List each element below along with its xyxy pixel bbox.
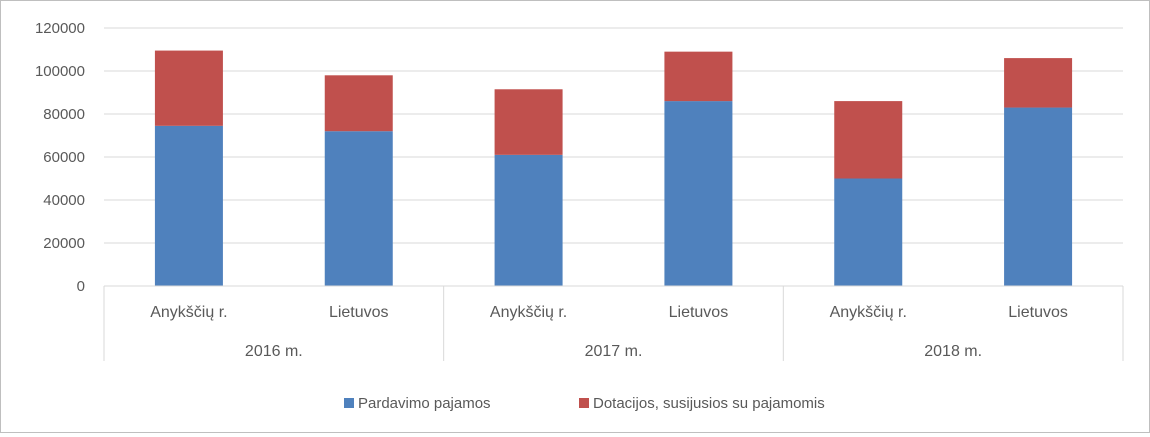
y-tick-label: 40000 xyxy=(43,192,85,209)
x-group-label: 2016 m. xyxy=(245,343,303,360)
bars xyxy=(154,50,1073,286)
y-tick-label: 0 xyxy=(77,278,85,295)
x-tick-label: Anykščių r. xyxy=(490,304,567,321)
y-tick-label: 20000 xyxy=(43,235,85,252)
legend-item-pardavimo-pajamos: Pardavimo pajamos xyxy=(344,395,491,412)
x-group-label: 2017 m. xyxy=(585,343,643,360)
legend: Pardavimo pajamos Dotacijos, susijusios s… xyxy=(344,395,825,412)
legend-swatch xyxy=(344,398,354,408)
bar-pardavimo-pajamos xyxy=(1004,107,1073,286)
bar-pardavimo-pajamos xyxy=(664,101,733,286)
gridlines xyxy=(104,27,1123,244)
x-tick-label: Anykščių r. xyxy=(150,304,227,321)
legend-label: Pardavimo pajamos xyxy=(358,395,491,412)
x-axis: Anykščių r. Lietuvos Anykščių r. Lietuvos An… xyxy=(103,285,1124,361)
legend-label: Dotacijos, susijusios su pajamomis xyxy=(593,395,825,412)
bar-pardavimo-pajamos xyxy=(324,131,393,286)
bar-dotacijos xyxy=(324,75,393,132)
bar-dotacijos xyxy=(154,50,223,126)
bar-pardavimo-pajamos xyxy=(834,178,903,286)
y-tick-label: 120000 xyxy=(35,20,85,37)
y-tick-label: 60000 xyxy=(43,149,85,166)
x-tick-label: Anykščių r. xyxy=(830,304,907,321)
legend-swatch xyxy=(579,398,589,408)
bar-dotacijos xyxy=(1004,58,1073,108)
y-tick-label: 100000 xyxy=(35,63,85,80)
legend-item-dotacijos: Dotacijos, susijusios su pajamomis xyxy=(579,395,825,412)
y-tick-label: 80000 xyxy=(43,106,85,123)
bar-pardavimo-pajamos xyxy=(154,125,223,286)
x-tick-label: Lietuvos xyxy=(1008,304,1068,321)
x-tick-label: Lietuvos xyxy=(669,304,729,321)
bar-dotacijos xyxy=(834,101,903,179)
y-axis: 0 20000 40000 60000 80000 100000 120000 xyxy=(35,20,85,295)
bar-pardavimo-pajamos xyxy=(494,154,563,286)
x-tick-label: Lietuvos xyxy=(329,304,389,321)
bar-dotacijos xyxy=(494,89,563,155)
x-group-label: 2018 m. xyxy=(924,343,982,360)
bar-dotacijos xyxy=(664,51,733,102)
